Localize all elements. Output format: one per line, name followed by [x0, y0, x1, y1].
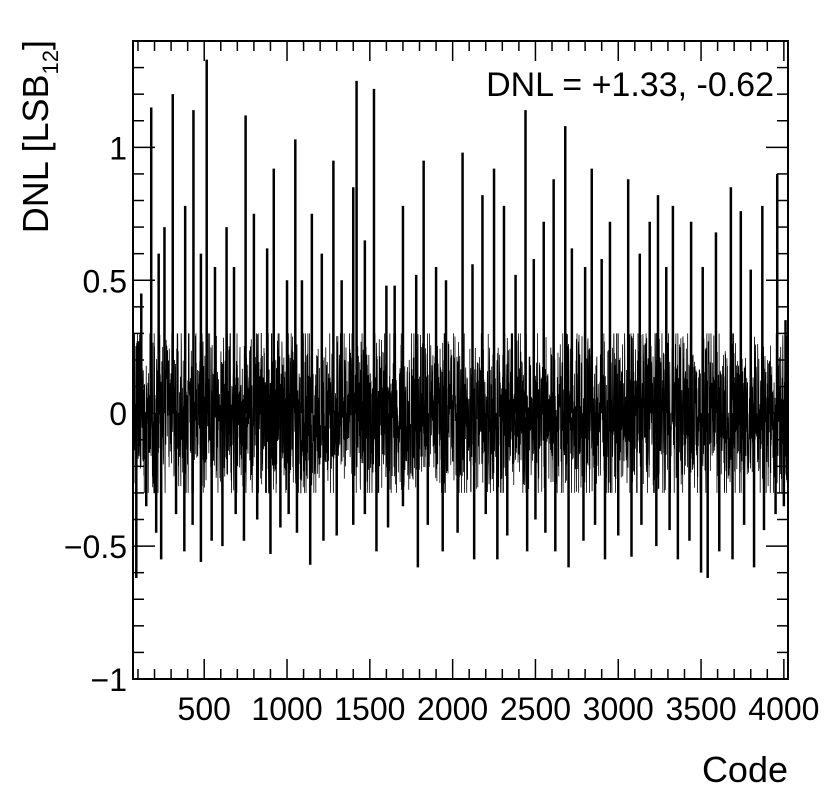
x-axis-title: Code: [702, 749, 788, 790]
y-tick-label: 1: [109, 130, 127, 166]
x-tick-label: 500: [178, 691, 231, 727]
y-axis-title: DNL [LSB12]: [15, 40, 63, 233]
dnl-trace: [132, 333, 789, 494]
x-tick-label: 4000: [748, 691, 819, 727]
y-tick-label: −1: [91, 662, 127, 698]
x-tick-label: 2000: [417, 691, 488, 727]
x-tick-label: 1500: [334, 691, 405, 727]
y-tick-label: 0.5: [83, 263, 127, 299]
x-tick-label: 2500: [500, 691, 571, 727]
series-layer: [132, 59, 789, 578]
y-tick-label: 0: [109, 396, 127, 432]
x-tick-label: 1000: [251, 691, 322, 727]
x-tick-label: 3500: [665, 691, 736, 727]
y-tick-label: −0.5: [64, 529, 127, 565]
y-axis-title-close: ]: [15, 40, 56, 50]
x-tick-label: 3000: [583, 691, 654, 727]
y-axis-title-subscript: 12: [38, 50, 63, 74]
label-layer: DNL = +1.33, -0.62 Code DNL [LSB12]: [15, 40, 788, 790]
axis-layer: 500 1000 1500 2000 2500 3000 3500 4000 −1 −0.5 0 0.…: [64, 40, 819, 727]
y-axis-title-main: DNL [LSB: [15, 75, 56, 234]
dnl-annotation: DNL = +1.33, -0.62: [486, 66, 774, 104]
